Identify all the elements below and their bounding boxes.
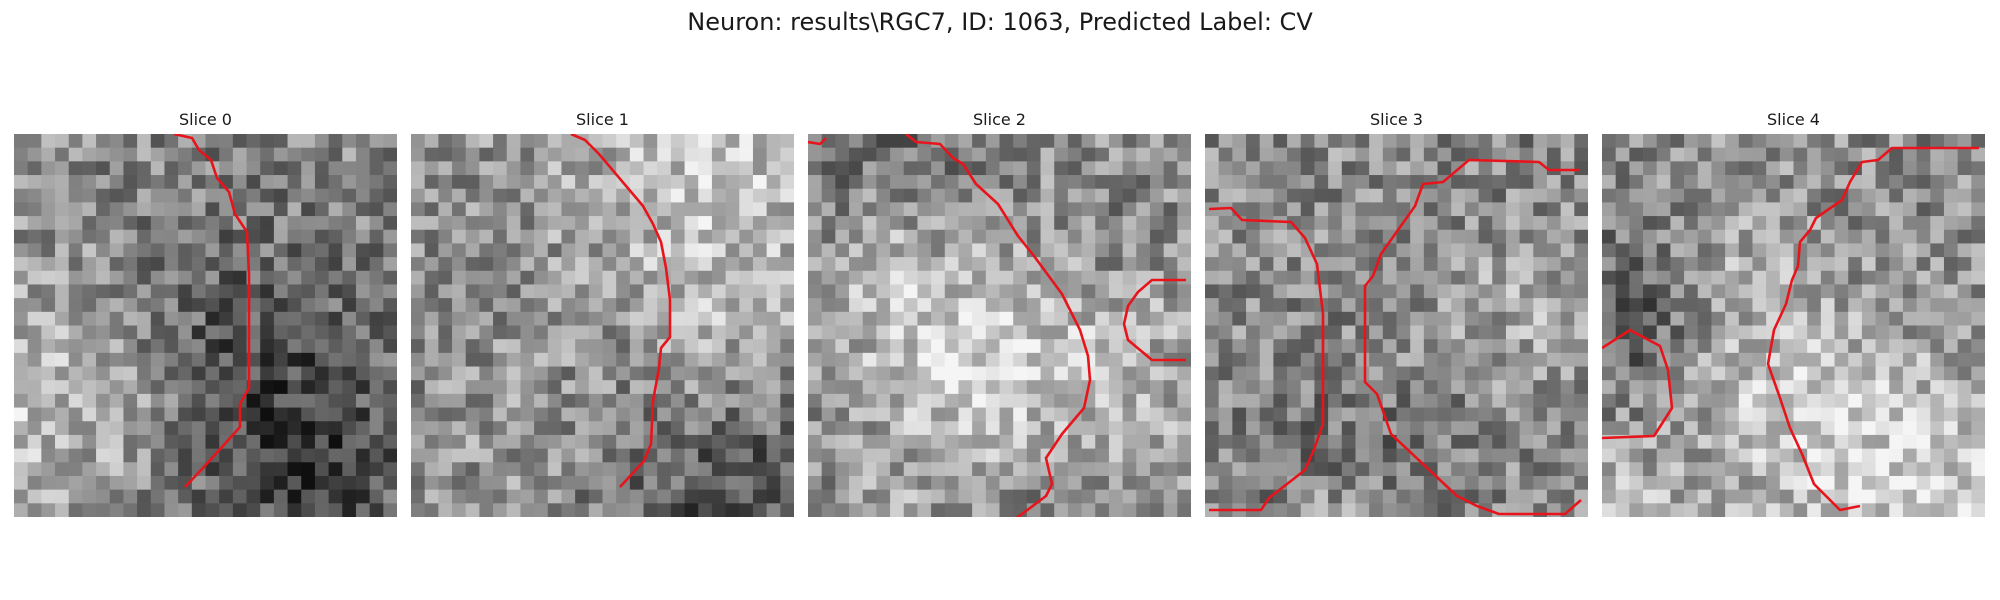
slice-panel-3: Slice 3 bbox=[1205, 108, 1588, 517]
segmentation-contour bbox=[1766, 146, 1979, 512]
slice-panel-2: Slice 2 bbox=[808, 108, 1191, 517]
slice-image-1 bbox=[411, 134, 794, 517]
slice-title-1: Slice 1 bbox=[576, 110, 629, 129]
slice-panel-0: Slice 0 bbox=[14, 108, 397, 517]
slice-title-3: Slice 3 bbox=[1370, 110, 1423, 129]
segmentation-contour bbox=[173, 134, 251, 488]
segmentation-contour bbox=[570, 134, 672, 488]
slice-image-3 bbox=[1205, 134, 1588, 517]
slice-title-4: Slice 4 bbox=[1767, 110, 1820, 129]
segmentation-contour bbox=[1363, 158, 1582, 516]
slice-panel-4: Slice 4 bbox=[1602, 108, 1985, 517]
slice-title-0: Slice 0 bbox=[179, 110, 232, 129]
segmentation-contour bbox=[808, 137, 827, 146]
slice-title-2: Slice 2 bbox=[973, 110, 1026, 129]
segmentation-contour bbox=[905, 134, 1092, 517]
slice-image-0 bbox=[14, 134, 397, 517]
slice-panel-1: Slice 1 bbox=[411, 108, 794, 517]
slice-image-2 bbox=[808, 134, 1191, 517]
figure-title: Neuron: results\RGC7, ID: 1063, Predicte… bbox=[687, 8, 1313, 36]
slice-image-4 bbox=[1602, 134, 1985, 517]
segmentation-contour bbox=[1602, 328, 1674, 440]
segmentation-contour bbox=[1208, 206, 1325, 512]
segmentation-contour bbox=[1122, 278, 1186, 362]
